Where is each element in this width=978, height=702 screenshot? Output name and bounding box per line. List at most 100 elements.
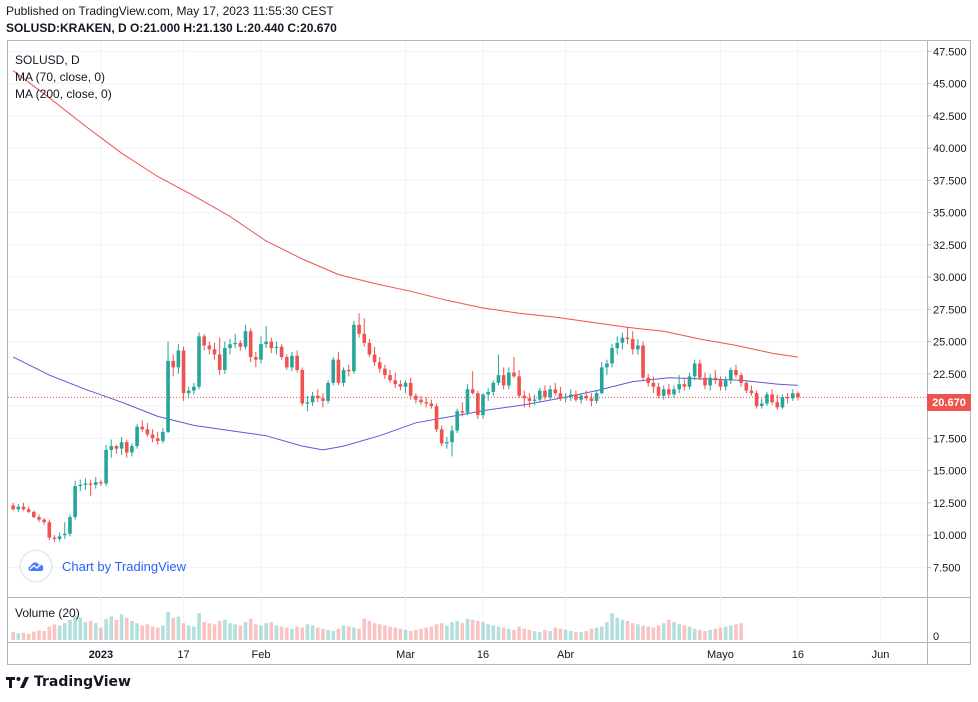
candle-body (677, 384, 681, 390)
candle (248, 328, 253, 363)
candle-body (455, 411, 459, 431)
candle-body (414, 395, 418, 400)
volume-bar (723, 626, 728, 640)
volume-bar (207, 623, 212, 640)
price-tick-label: 7.500 (933, 562, 961, 574)
candle (362, 318, 367, 347)
candle (460, 402, 465, 417)
volume-bar (166, 612, 170, 640)
candle (93, 477, 98, 489)
candle-body (460, 411, 465, 413)
candle-body (37, 517, 41, 520)
ma70-line (12, 356, 798, 451)
price-tick-label: 42.500 (933, 111, 967, 123)
volume-bar (228, 623, 232, 640)
volume-bar (672, 622, 676, 640)
volume-bar (130, 620, 134, 640)
candle (228, 338, 232, 355)
watermark-text[interactable]: Chart by TradingView (62, 558, 187, 574)
time-tick-label: 17 (177, 649, 189, 661)
candle (16, 504, 21, 512)
candle (207, 341, 212, 355)
candle (352, 320, 356, 374)
candle (739, 372, 743, 387)
volume-bar (269, 622, 274, 640)
candle-body (197, 336, 201, 387)
candle (501, 367, 506, 390)
volume-bar (254, 624, 258, 640)
candle (759, 398, 764, 409)
volume-bar (548, 631, 552, 640)
volume-bar (584, 631, 589, 640)
volume-bar (419, 628, 423, 640)
candle-body (377, 362, 382, 369)
candle-body (672, 389, 676, 395)
candle (181, 346, 186, 401)
volume-bar (506, 628, 511, 640)
candle (99, 479, 103, 487)
price-tick-label: 27.500 (933, 304, 967, 316)
candle (667, 384, 671, 399)
price-tick-label: 40.000 (933, 143, 967, 155)
candle-body (78, 484, 83, 487)
candle (393, 372, 398, 389)
candle-body (615, 342, 620, 349)
candle (83, 478, 88, 490)
candle-body (47, 522, 52, 538)
candle-body (403, 382, 408, 387)
volume-bar (42, 631, 46, 640)
volume-bar (290, 628, 294, 640)
volume-bar (21, 632, 26, 640)
candle-body (630, 338, 635, 350)
volume-bar (52, 624, 57, 640)
candle (465, 384, 470, 416)
candle (630, 331, 635, 355)
price-tick-label: 25.000 (933, 337, 967, 349)
tradingview-logo-icon (6, 677, 29, 688)
candle (548, 385, 552, 400)
candle (574, 390, 578, 403)
candle (88, 479, 93, 497)
volume-bar (248, 618, 253, 640)
candle-body (161, 431, 165, 441)
candle (527, 393, 532, 408)
footer-brand[interactable]: TradingView (6, 674, 131, 690)
candle (723, 376, 728, 391)
candle (398, 380, 403, 391)
volume-bar (93, 623, 98, 640)
tradingview-watermark[interactable]: Chart by TradingView (20, 550, 186, 582)
volume-bar (656, 625, 661, 640)
candle-body (703, 377, 707, 386)
candle (145, 422, 150, 438)
candle (610, 344, 614, 368)
volume-axis-labels: 0 (933, 631, 939, 643)
volume-bar (491, 625, 496, 640)
candle-body (734, 369, 738, 376)
chart-legend: SOLUSD, D MA (70, close, 0) MA (200, clo… (15, 52, 112, 103)
candle-body (181, 350, 186, 394)
candle-body (243, 331, 248, 347)
candle (506, 367, 511, 390)
candle-body (708, 377, 712, 386)
candle-body (21, 506, 26, 510)
candle (357, 313, 361, 338)
published-info: Published on TradingView.com, May 17, 20… (6, 4, 334, 18)
volume-bar (197, 613, 201, 640)
volume-tick-label: 0 (933, 631, 939, 643)
candle-body (429, 403, 434, 407)
candle (295, 350, 299, 373)
candle-body (553, 389, 558, 394)
volume-bar (667, 619, 671, 640)
volume-bar (88, 620, 93, 640)
candle-body (667, 389, 671, 395)
volume-bar (636, 624, 640, 640)
candle-body (176, 350, 181, 368)
volume-bar (388, 626, 392, 640)
candle (486, 388, 490, 401)
candle-body (506, 372, 511, 386)
volume-bar (114, 619, 119, 640)
candle (703, 372, 707, 390)
volume-bar (692, 628, 697, 640)
candle-body (517, 376, 521, 396)
